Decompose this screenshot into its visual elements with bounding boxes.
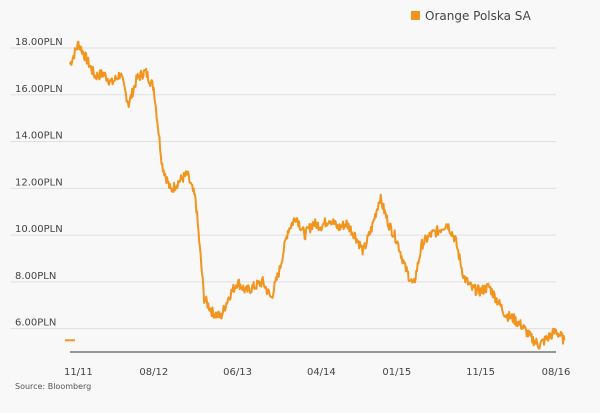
source-note: Source: Bloomberg [15,382,91,391]
y-tick-label: 6.00PLN [15,318,56,329]
x-tick-label: 11/11 [64,367,93,378]
y-tick-label: 16.00PLN [15,84,63,95]
legend-label: Orange Polska SA [425,9,532,23]
y-tick-label: 10.00PLN [15,224,63,235]
legend[interactable]: Orange Polska SA [411,9,532,23]
x-tick-label: 04/14 [307,367,336,378]
x-tick-label: 06/13 [223,367,252,378]
y-axis-tick-labels: 18.00PLN 16.00PLN 14.00PLN 12.00PLN 10.00PLN… [15,37,63,329]
y-tick-label: 12.00PLN [15,177,63,188]
legend-swatch [411,11,420,20]
x-tick-label: 08/12 [139,367,168,378]
y-tick-label: 8.00PLN [15,271,56,282]
x-axis-tick-labels: 11/11 08/12 06/13 04/14 01/15 11/15 08/16 [64,367,570,378]
y-tick-label: 14.00PLN [15,131,63,142]
series-line-orange-polska [69,40,566,350]
x-tick-label: 01/15 [382,367,411,378]
y-tick-label: 18.00PLN [15,37,63,48]
grid-lines [10,47,556,342]
x-tick-label: 08/16 [542,367,571,378]
x-tick-label: 11/15 [466,367,495,378]
